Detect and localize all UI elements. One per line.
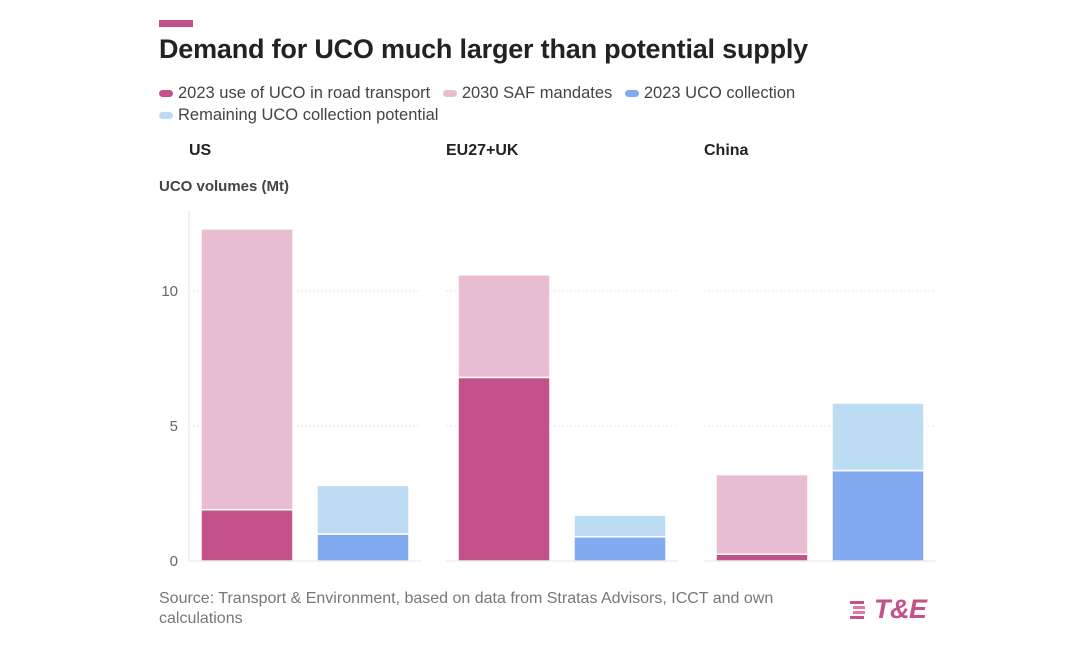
bar-segment [715, 553, 809, 562]
legend-item-remaining-potential: Remaining UCO collection potential [159, 105, 438, 126]
bar-segment [573, 514, 667, 538]
chart-title: Demand for UCO much larger than potentia… [159, 34, 808, 64]
accent-bar [159, 20, 193, 27]
y-tick-label: 10 [161, 283, 178, 300]
legend-item-saf-mandates: 2030 SAF mandates [442, 83, 613, 104]
legend-item-uco-collection: 2023 UCO collection [624, 83, 796, 104]
panel-title-us: US [189, 142, 212, 159]
bar-segment [457, 274, 551, 379]
y-axis-label: UCO volumes (Mt) [159, 178, 289, 195]
bar-segment [316, 484, 410, 535]
legend-label: 2023 use of UCO in road transport [178, 84, 431, 102]
bar-segment [831, 469, 925, 562]
source-note: Source: Transport & Environment, based o… [159, 590, 774, 627]
legend: 2023 use of UCO in road transport 2030 S… [159, 82, 919, 126]
bar-segment [573, 535, 667, 562]
legend-label: 2030 SAF mandates [461, 84, 613, 102]
legend-swatch [442, 90, 457, 97]
bar-segment [715, 473, 809, 556]
panel-title-eu27-uk: EU27+UK [446, 142, 519, 159]
te-logo: T&E [848, 594, 927, 625]
logo-stripes-icon [850, 600, 865, 619]
panel-title-china: China [704, 142, 749, 159]
bar-segment [457, 376, 551, 562]
legend-swatch [624, 90, 639, 97]
legend-swatch [159, 90, 173, 97]
bar-segment [200, 508, 294, 562]
legend-label: Remaining UCO collection potential [178, 106, 439, 124]
bar-segment [831, 402, 925, 472]
bar-segment [316, 533, 410, 562]
y-tick-label: 0 [170, 553, 178, 570]
legend-label: 2023 UCO collection [643, 84, 796, 102]
bar-segment [200, 228, 294, 511]
legend-item-road-transport: 2023 use of UCO in road transport [159, 83, 430, 104]
logo-text: T&E [874, 594, 927, 624]
y-tick-label: 5 [170, 418, 178, 435]
legend-swatch [159, 112, 173, 119]
